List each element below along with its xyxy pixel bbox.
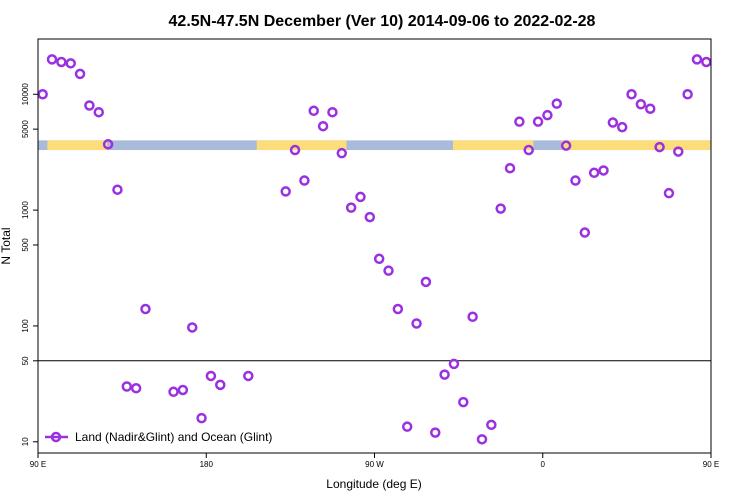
data-point bbox=[355, 191, 366, 203]
data-point bbox=[299, 175, 310, 186]
data-point bbox=[598, 165, 609, 176]
x-tick-label: 0 bbox=[541, 460, 546, 469]
plot-frame bbox=[37, 38, 712, 454]
x-tick-label: 90 E bbox=[30, 460, 46, 469]
data-point bbox=[121, 381, 133, 392]
data-point bbox=[476, 434, 488, 445]
data-point bbox=[486, 419, 497, 431]
data-point bbox=[626, 89, 637, 100]
data-point bbox=[196, 412, 207, 424]
data-point bbox=[289, 144, 301, 156]
y-tick-label: 50 bbox=[21, 356, 30, 365]
data-point bbox=[392, 303, 404, 315]
ocean-band bbox=[38, 140, 711, 151]
data-point bbox=[616, 121, 628, 133]
y-axis-label: N Total bbox=[0, 227, 13, 264]
data-point bbox=[345, 202, 357, 213]
data-point bbox=[467, 311, 478, 323]
data-point bbox=[495, 203, 506, 214]
data-point bbox=[701, 56, 711, 68]
data-point bbox=[430, 427, 441, 438]
data-point bbox=[560, 140, 572, 151]
data-point bbox=[654, 141, 665, 153]
data-point bbox=[635, 99, 647, 110]
data-point bbox=[243, 370, 254, 382]
data-point bbox=[140, 303, 151, 315]
data-point bbox=[532, 116, 544, 127]
data-point bbox=[504, 162, 516, 174]
data-point bbox=[93, 106, 105, 118]
data-point bbox=[336, 147, 348, 159]
data-point bbox=[551, 98, 563, 109]
data-point bbox=[644, 103, 656, 114]
data-point bbox=[112, 184, 123, 195]
data-point bbox=[523, 144, 534, 156]
data-points bbox=[38, 54, 711, 445]
land-segment-1 bbox=[256, 140, 347, 151]
data-point bbox=[663, 187, 675, 199]
y-tick-label: 1000 bbox=[21, 201, 30, 219]
data-point bbox=[177, 384, 189, 396]
y-tick-label: 10 bbox=[21, 437, 30, 446]
data-point bbox=[383, 265, 394, 276]
data-point bbox=[280, 186, 291, 197]
data-point bbox=[308, 105, 319, 117]
legend: Land (Nadir&Glint) and Ocean (Glint) bbox=[45, 430, 272, 444]
data-point bbox=[570, 175, 581, 186]
land-ocean-strip bbox=[38, 140, 711, 151]
data-point bbox=[317, 120, 329, 132]
data-point bbox=[186, 322, 198, 333]
land-segment-2 bbox=[453, 140, 534, 151]
x-tick-label: 180 bbox=[200, 460, 214, 469]
data-point bbox=[691, 54, 703, 65]
y-tick-label: 5000 bbox=[21, 120, 30, 138]
chart-title: 42.5N-47.5N December (Ver 10) 2014-09-06… bbox=[169, 13, 596, 30]
y-tick-label: 100 bbox=[21, 319, 30, 333]
data-point bbox=[607, 117, 619, 128]
data-point bbox=[364, 211, 376, 223]
data-point bbox=[215, 379, 226, 391]
data-point bbox=[401, 421, 413, 432]
data-point bbox=[205, 370, 217, 382]
data-point bbox=[542, 109, 553, 121]
data-point bbox=[38, 89, 48, 100]
data-point bbox=[579, 227, 591, 238]
data-point bbox=[411, 318, 422, 329]
legend-marker bbox=[50, 431, 62, 443]
y-axis: 10 50 100 500 1000 5000 10000 bbox=[21, 83, 38, 446]
data-point bbox=[588, 167, 600, 179]
data-point bbox=[448, 358, 460, 370]
data-point bbox=[130, 382, 142, 394]
x-tick-label: 90 W bbox=[365, 460, 384, 469]
data-point bbox=[74, 68, 86, 80]
data-point bbox=[373, 253, 385, 265]
data-point bbox=[46, 54, 58, 65]
data-point bbox=[56, 56, 67, 68]
land-segment-3 bbox=[561, 140, 711, 151]
land-segment-0 bbox=[47, 140, 108, 151]
data-point bbox=[84, 100, 95, 111]
data-point bbox=[65, 58, 76, 69]
data-point bbox=[327, 106, 338, 118]
y-tick-label: 10000 bbox=[21, 83, 30, 106]
data-point bbox=[102, 139, 114, 150]
data-point bbox=[420, 276, 432, 288]
data-point bbox=[458, 396, 469, 408]
data-point bbox=[514, 116, 525, 127]
data-point bbox=[682, 89, 693, 100]
data-point bbox=[673, 146, 684, 157]
y-tick-label: 500 bbox=[21, 238, 30, 252]
legend-label: Land (Nadir&Glint) and Ocean (Glint) bbox=[75, 430, 272, 444]
x-axis: 90 E 180 90 W 0 90 E bbox=[30, 453, 719, 469]
data-point bbox=[168, 386, 179, 398]
data-point bbox=[439, 369, 450, 380]
x-axis-label: Longitude (deg E) bbox=[326, 477, 421, 491]
x-tick-label: 90 E bbox=[703, 460, 719, 469]
